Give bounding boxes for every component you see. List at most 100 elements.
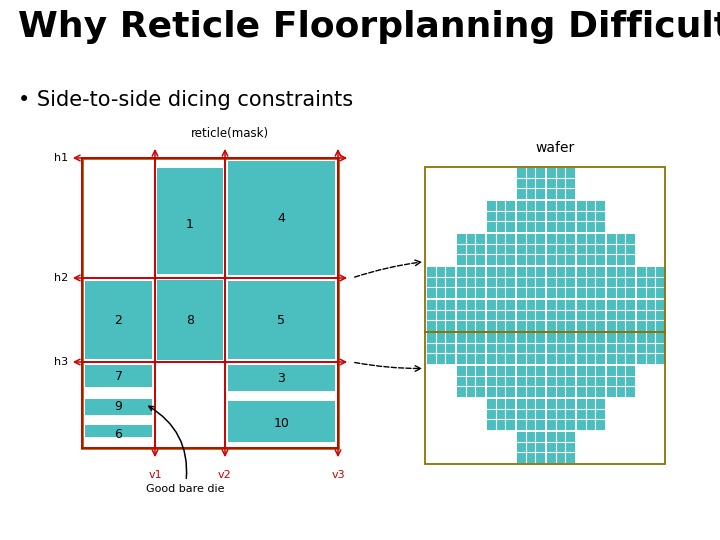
Bar xyxy=(546,266,575,298)
Bar xyxy=(457,367,464,375)
Bar xyxy=(505,377,513,385)
Bar xyxy=(547,433,554,441)
Bar xyxy=(536,288,542,296)
Bar xyxy=(616,278,624,286)
Bar xyxy=(626,321,632,329)
Bar xyxy=(587,202,593,210)
Bar xyxy=(575,398,605,430)
Bar xyxy=(526,202,534,210)
Bar xyxy=(616,334,624,342)
Bar xyxy=(536,189,542,197)
Bar xyxy=(456,266,485,298)
Bar xyxy=(587,222,593,230)
Bar xyxy=(547,400,554,408)
Bar xyxy=(595,400,603,408)
Bar xyxy=(536,344,542,352)
Bar xyxy=(608,344,614,352)
Bar xyxy=(647,268,654,276)
Bar xyxy=(557,169,564,177)
Bar xyxy=(557,268,564,276)
Bar xyxy=(647,321,654,329)
Bar xyxy=(436,268,444,276)
Bar xyxy=(467,278,474,286)
Bar xyxy=(595,278,603,286)
Bar xyxy=(467,367,474,375)
Bar xyxy=(606,233,634,265)
Bar xyxy=(426,266,454,298)
Bar xyxy=(536,453,542,461)
Bar xyxy=(518,344,524,352)
Bar xyxy=(446,344,452,352)
Bar xyxy=(637,311,644,319)
Bar xyxy=(626,311,632,319)
Bar xyxy=(457,377,464,385)
Bar xyxy=(587,301,593,309)
Text: 2: 2 xyxy=(114,314,122,327)
Bar xyxy=(497,367,503,375)
Bar xyxy=(577,410,585,418)
Bar xyxy=(526,420,534,428)
Bar xyxy=(626,268,632,276)
Bar xyxy=(595,344,603,352)
Bar xyxy=(577,377,585,385)
Bar xyxy=(467,311,474,319)
Bar xyxy=(518,245,524,253)
Bar xyxy=(518,288,524,296)
Bar xyxy=(526,443,534,451)
Bar xyxy=(536,400,542,408)
Bar xyxy=(546,332,575,364)
Bar xyxy=(497,311,503,319)
Bar xyxy=(626,301,632,309)
Bar xyxy=(536,334,542,342)
Bar xyxy=(436,334,444,342)
Bar xyxy=(487,410,495,418)
Bar xyxy=(565,311,572,319)
Bar xyxy=(487,420,495,428)
Bar xyxy=(518,268,524,276)
Bar xyxy=(547,179,554,187)
Bar xyxy=(467,354,474,362)
Bar xyxy=(467,288,474,296)
Bar xyxy=(608,311,614,319)
Bar xyxy=(557,443,564,451)
Bar xyxy=(616,301,624,309)
Bar xyxy=(475,387,482,395)
Bar xyxy=(608,377,614,385)
Bar xyxy=(467,387,474,395)
Bar xyxy=(575,233,605,265)
Bar xyxy=(518,179,524,187)
Bar xyxy=(428,354,434,362)
Bar xyxy=(526,169,534,177)
Bar xyxy=(487,235,495,243)
Bar xyxy=(616,245,624,253)
Bar xyxy=(516,398,544,430)
Bar xyxy=(518,433,524,441)
Text: 8: 8 xyxy=(186,314,194,327)
Bar xyxy=(475,334,482,342)
Bar xyxy=(575,365,605,397)
Bar xyxy=(457,268,464,276)
Bar xyxy=(546,233,575,265)
Bar xyxy=(497,301,503,309)
Bar xyxy=(436,301,444,309)
Bar xyxy=(655,278,662,286)
Bar xyxy=(547,235,554,243)
Bar xyxy=(577,387,585,395)
Bar xyxy=(428,301,434,309)
Bar xyxy=(497,288,503,296)
Bar xyxy=(526,410,534,418)
Bar xyxy=(577,354,585,362)
Bar xyxy=(557,255,564,263)
Text: v3: v3 xyxy=(331,470,345,480)
Bar xyxy=(547,367,554,375)
Bar xyxy=(587,288,593,296)
Bar xyxy=(608,301,614,309)
Bar xyxy=(575,266,605,298)
Bar xyxy=(536,235,542,243)
Bar xyxy=(587,245,593,253)
Bar xyxy=(595,202,603,210)
Bar xyxy=(518,453,524,461)
Bar xyxy=(637,268,644,276)
Bar xyxy=(546,398,575,430)
Bar xyxy=(487,222,495,230)
